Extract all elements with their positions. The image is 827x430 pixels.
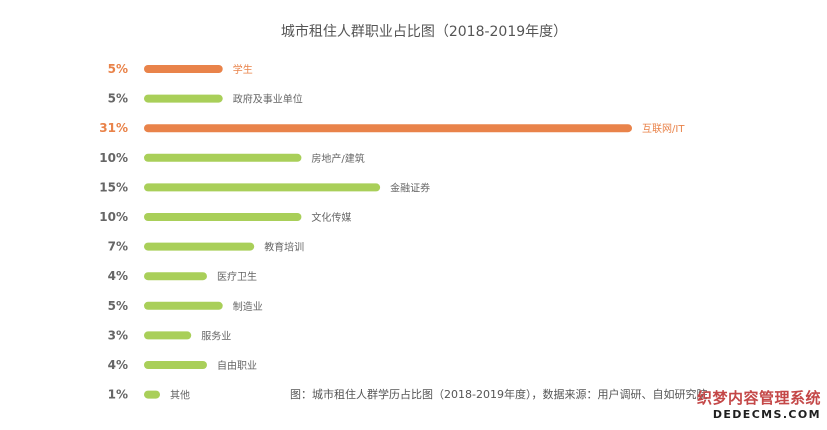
bar <box>144 183 381 192</box>
watermark-main-text: 织梦内容管理系统 <box>696 389 821 407</box>
category-label: 金融证券 <box>390 181 430 194</box>
category-label: 制造业 <box>233 300 263 313</box>
bar <box>144 94 223 103</box>
value-label: 5% <box>108 299 128 313</box>
category-label: 教育培训 <box>264 241 304 254</box>
category-label: 自由职业 <box>217 359 257 372</box>
bar <box>144 331 192 340</box>
category-label: 房地产/建筑 <box>311 152 364 165</box>
category-label: 学生 <box>233 63 253 76</box>
bar <box>144 213 302 221</box>
category-label: 医疗卫生 <box>217 270 257 283</box>
category-label: 服务业 <box>201 329 231 342</box>
category-label: 文化传媒 <box>311 211 351 224</box>
watermark-sub-text: DEDECMS.COM <box>712 408 821 421</box>
category-label: 其他 <box>170 389 190 402</box>
value-label: 7% <box>108 240 128 254</box>
value-label: 4% <box>108 269 128 283</box>
value-label: 3% <box>108 328 128 342</box>
value-label: 1% <box>108 388 128 402</box>
value-label: 10% <box>99 151 128 165</box>
bar <box>144 153 302 162</box>
bars-layer: 5% 学生 5% 政府及事业单位 31% 互联网/IT 10% 房地产/建筑 15% 金融证券 10… <box>99 62 685 402</box>
bar <box>144 242 255 251</box>
value-label: 5% <box>108 62 128 76</box>
bar <box>144 65 223 73</box>
bar <box>144 361 207 369</box>
watermark-logo: 织梦内容管理系统 DEDECMS.COM <box>696 389 821 421</box>
bar <box>144 272 207 281</box>
chart-caption: 图：城市租住人群学历占比图（2018-2019年度），数据来源：用户调研、自如研… <box>290 387 707 401</box>
value-label: 4% <box>108 358 128 372</box>
value-label: 10% <box>99 210 128 224</box>
bar <box>144 124 632 133</box>
category-label: 政府及事业单位 <box>233 93 303 106</box>
bar <box>144 390 160 399</box>
chart-title: 城市租住人群职业占比图（2018-2019年度） <box>281 23 567 40</box>
category-label: 互联网/IT <box>642 123 685 135</box>
value-label: 15% <box>99 180 128 194</box>
value-label: 31% <box>99 121 128 135</box>
value-label: 5% <box>108 92 128 106</box>
bar <box>144 301 223 310</box>
